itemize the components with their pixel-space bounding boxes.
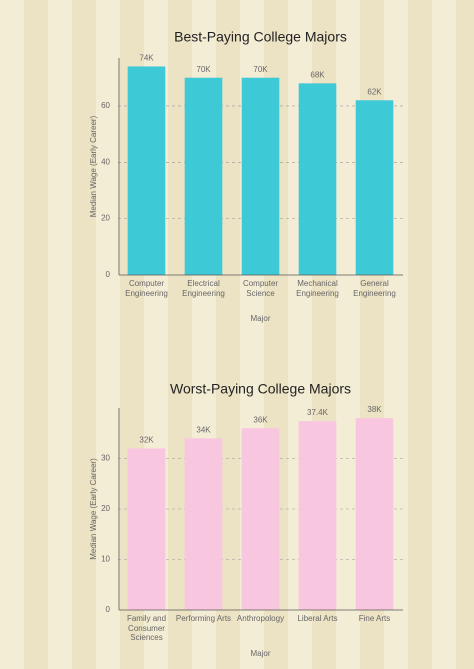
value-label: 70K xyxy=(253,65,268,74)
value-label: 74K xyxy=(139,54,154,63)
x-tick-label-box: Family and Consumer Sciences xyxy=(126,614,167,643)
bar xyxy=(241,77,280,276)
value-label: 37.4K xyxy=(307,408,329,417)
y-tick-label: 20 xyxy=(101,504,110,513)
value-label: 36K xyxy=(253,415,268,424)
chart-title: Best-Paying College Majors xyxy=(174,29,347,45)
bar xyxy=(298,421,337,610)
bar xyxy=(298,83,337,275)
bar xyxy=(127,448,166,610)
y-tick-label: 0 xyxy=(106,270,111,279)
value-label: 62K xyxy=(367,87,382,96)
bar xyxy=(355,418,394,610)
x-tick-label-box: Computer Science xyxy=(242,279,279,298)
bar xyxy=(184,438,223,610)
x-tick-label: Liberal Arts xyxy=(297,614,338,623)
bar xyxy=(184,77,223,276)
y-tick-label: 60 xyxy=(101,101,110,110)
x-tick-label-box: Computer Engineering xyxy=(125,279,168,298)
x-tick-label-box: Electrical Engineering xyxy=(182,279,225,298)
x-tick-label: Family and Consumer Sciences xyxy=(126,614,167,643)
value-label: 38K xyxy=(367,405,382,414)
value-label: 34K xyxy=(196,425,211,434)
x-tick-label: General Engineering xyxy=(353,279,396,298)
x-tick-label: Computer Science xyxy=(242,279,279,298)
value-label: 32K xyxy=(139,436,154,445)
bar xyxy=(241,428,280,610)
y-axis-label: Median Wage (Early Career) xyxy=(89,115,98,217)
y-tick-label: 10 xyxy=(101,555,110,564)
value-label: 70K xyxy=(196,65,211,74)
x-tick-label: Mechanical Engineering xyxy=(296,279,339,298)
value-label: 68K xyxy=(310,70,325,79)
x-tick-label-box: General Engineering xyxy=(353,279,396,298)
x-tick-label-box: Liberal Arts xyxy=(297,614,338,623)
chart-title: Worst-Paying College Majors xyxy=(170,381,351,397)
y-tick-label: 40 xyxy=(101,157,110,166)
bar xyxy=(355,100,394,275)
y-axis-label: Median Wage (Early Career) xyxy=(89,458,98,560)
x-tick-label-box: Fine Arts xyxy=(358,614,391,623)
x-axis-label: Major xyxy=(250,649,270,658)
y-tick-label: 20 xyxy=(101,214,110,223)
x-tick-label: Computer Engineering xyxy=(125,279,168,298)
x-tick-label: Electrical Engineering xyxy=(182,279,225,298)
x-tick-label-box: Mechanical Engineering xyxy=(296,279,339,298)
x-tick-label-box: Performing Arts xyxy=(175,614,232,623)
x-tick-label: Fine Arts xyxy=(358,614,391,623)
x-axis-label: Major xyxy=(250,314,270,323)
x-tick-label: Anthropology xyxy=(236,614,285,623)
y-tick-label: 0 xyxy=(106,605,111,614)
bar xyxy=(127,66,166,275)
x-tick-label-box: Anthropology xyxy=(236,614,285,623)
y-tick-label: 30 xyxy=(101,454,110,463)
x-tick-label: Performing Arts xyxy=(175,614,232,623)
